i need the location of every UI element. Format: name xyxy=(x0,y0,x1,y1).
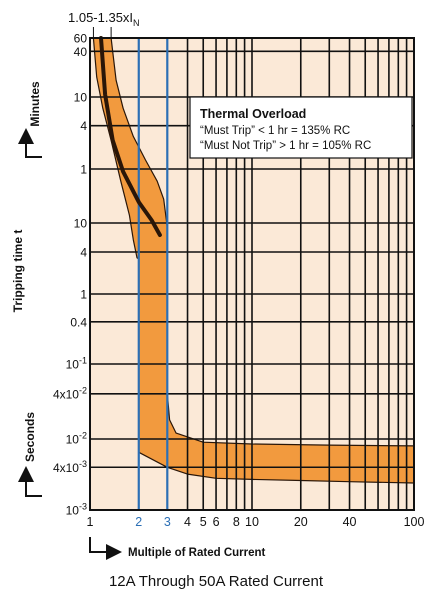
plot-frame xyxy=(89,37,415,511)
minutes-arrow-icon xyxy=(18,128,42,158)
y-tick-label: 4 xyxy=(80,119,87,133)
y-unit-minutes: Minutes xyxy=(28,81,42,127)
center-trip-curve xyxy=(99,36,162,237)
x-tick-label: 10 xyxy=(245,515,259,529)
seconds-arrow-icon xyxy=(18,466,42,497)
x-tick-label: 8 xyxy=(233,515,240,529)
legend-line-must-not-trip: “Must Not Trip” > 1 hr = 105% RC xyxy=(200,140,371,152)
x-axis-title: Multiple of Rated Current xyxy=(128,547,266,559)
x-tick-label: 4 xyxy=(184,515,191,529)
legend-title: Thermal Overload xyxy=(200,107,306,121)
y-tick-label: 10 xyxy=(74,217,88,231)
x-axis-arrow-icon xyxy=(89,537,122,560)
current-range-annotation: 1.05-1.35xIN xyxy=(68,10,140,28)
y-tick-label: 1 xyxy=(80,163,87,177)
y-axis-title: Tripping time t xyxy=(11,230,25,313)
y-tick-label: 4x10-2 xyxy=(53,385,87,401)
legend-box: Thermal Overload “Must Trip” < 1 hr = 13… xyxy=(189,96,413,159)
y-tick-label: 10-3 xyxy=(66,502,87,518)
y-tick-label: 10 xyxy=(74,91,88,105)
x-tick-label: 5 xyxy=(200,515,207,529)
y-tick-label: 4x10-3 xyxy=(53,459,87,475)
y-tick-label: 1 xyxy=(80,288,87,302)
y-tick-label: 40 xyxy=(74,45,88,59)
y-tick-label: 60 xyxy=(74,32,88,46)
legend-line-must-trip: “Must Trip” < 1 hr = 135% RC xyxy=(200,125,350,137)
chart-subtitle: 12A Through 50A Rated Current xyxy=(109,573,324,590)
x-tick-label: 1 xyxy=(87,515,94,529)
legend-box-frame xyxy=(189,96,413,159)
y-tick-label: 4 xyxy=(80,246,87,260)
x-tick-label: 2 xyxy=(135,515,142,529)
y-tick-label: 10-2 xyxy=(66,431,87,447)
x-tick-label: 3 xyxy=(164,515,171,529)
y-tick-label: 10-1 xyxy=(66,356,87,372)
y-tick-label: 0.4 xyxy=(70,315,87,329)
x-tick-label: 20 xyxy=(294,515,308,529)
x-tick-label: 40 xyxy=(343,515,357,529)
y-unit-seconds: Seconds xyxy=(23,412,37,462)
x-tick-label: 100 xyxy=(404,515,425,529)
x-tick-label: 6 xyxy=(213,515,220,529)
